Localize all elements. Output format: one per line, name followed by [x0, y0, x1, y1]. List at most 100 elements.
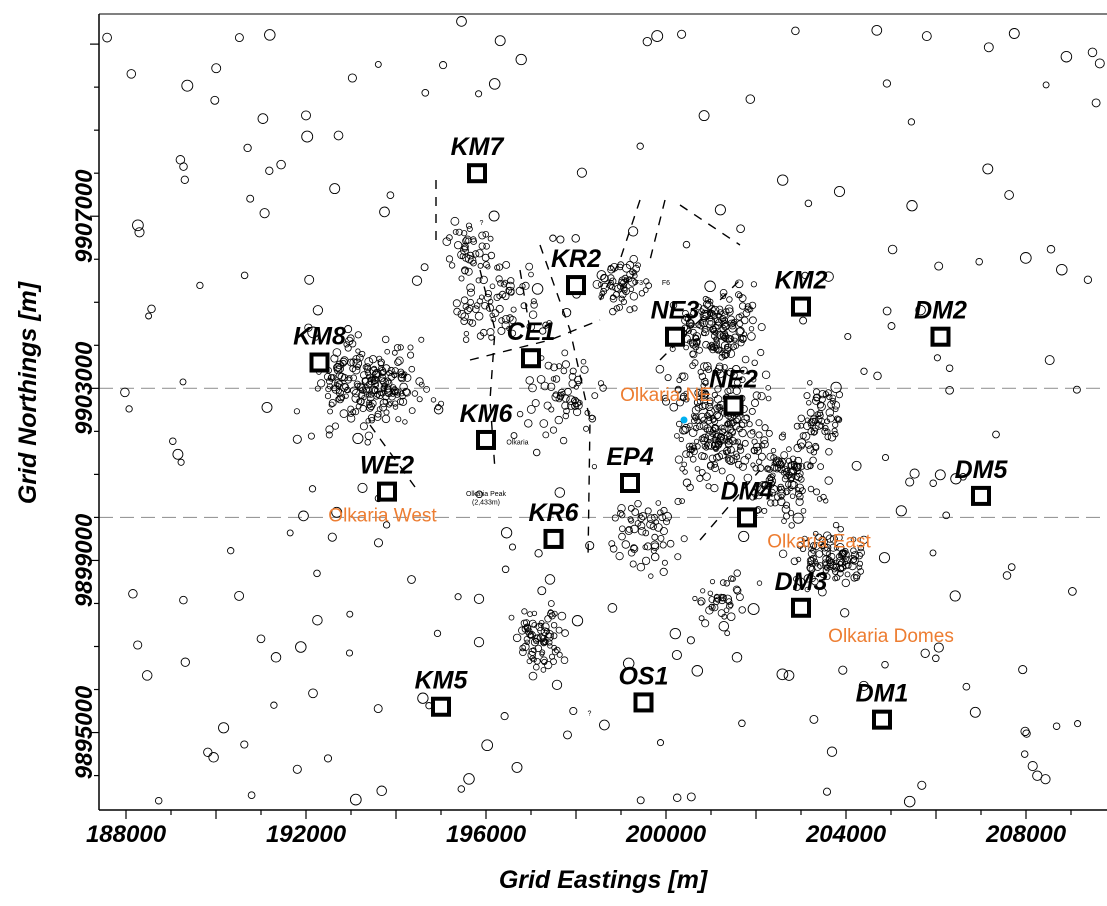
seismic-event — [839, 564, 847, 572]
seismic-event — [561, 360, 571, 369]
seismic-event — [551, 679, 563, 691]
seismic-event — [574, 401, 583, 410]
seismic-event — [825, 448, 833, 456]
station-label: OS1 — [618, 662, 668, 690]
seismic-event — [457, 250, 467, 260]
seismic-event — [651, 533, 659, 541]
seismic-event — [465, 237, 472, 244]
seismic-event — [707, 590, 713, 596]
seismic-event — [710, 442, 717, 448]
seismic-event — [840, 608, 850, 618]
fault-trace — [699, 469, 761, 541]
seismic-event — [789, 481, 799, 490]
seismic-event — [681, 423, 691, 433]
seismic-event — [203, 747, 213, 757]
seismic-event — [672, 793, 682, 803]
seismic-event — [487, 298, 494, 305]
seismic-event — [835, 416, 843, 424]
seismic-event — [1056, 263, 1068, 276]
seismic-event — [693, 398, 702, 407]
station-label: DM1 — [856, 680, 909, 708]
seismic-event — [128, 589, 138, 599]
station-marker — [791, 597, 811, 618]
seismic-event — [333, 130, 344, 141]
seismic-event — [666, 539, 675, 548]
seismic-event — [644, 507, 652, 515]
seismic-event — [179, 162, 188, 171]
seismic-event — [803, 574, 812, 583]
seismic-event — [467, 318, 474, 325]
seismic-event — [726, 370, 732, 376]
seismic-event — [770, 447, 777, 454]
seismic-event — [542, 321, 550, 329]
station-ne3: NE3 — [651, 297, 699, 347]
seismic-event — [393, 388, 401, 396]
seismic-event — [704, 297, 712, 304]
seismic-event — [722, 317, 728, 323]
seismic-event — [357, 397, 365, 406]
seismic-event — [346, 375, 353, 382]
seismic-event — [713, 395, 723, 404]
seismic-event — [761, 507, 768, 514]
seismic-event — [398, 370, 406, 379]
seismic-event — [820, 543, 827, 549]
seismic-event — [778, 494, 785, 500]
seismic-event — [783, 487, 791, 495]
seismic-event — [346, 414, 356, 423]
seismic-event — [683, 396, 690, 403]
seismic-event — [465, 222, 473, 229]
seismic-event — [585, 541, 595, 551]
seismic-event — [711, 332, 719, 340]
seismic-event — [709, 578, 716, 585]
seismic-event — [724, 630, 731, 637]
seismic-event — [1074, 720, 1082, 728]
seismic-event — [698, 452, 706, 460]
seismic-event — [519, 648, 527, 656]
seismic-event — [627, 226, 639, 237]
seismic-event — [1008, 28, 1020, 39]
seismic-event — [798, 463, 806, 470]
seismic-event — [494, 35, 506, 47]
seismic-event — [757, 323, 766, 332]
seismic-event — [561, 307, 572, 318]
station-marker — [467, 163, 487, 184]
seismic-event — [508, 614, 515, 621]
seismic-event — [733, 379, 741, 387]
seismic-event — [962, 682, 971, 691]
seismic-event — [807, 427, 815, 436]
seismic-event — [368, 355, 378, 364]
seismic-event — [482, 231, 490, 238]
seismic-event — [700, 433, 709, 442]
seismic-event — [179, 378, 187, 386]
seismic-event — [147, 304, 156, 314]
seismic-event — [417, 692, 429, 704]
seismic-event — [507, 277, 515, 285]
seismic-event — [777, 174, 789, 186]
seismic-event — [719, 331, 729, 340]
station-dm4: DM4 — [721, 477, 773, 528]
seismic-event — [650, 540, 660, 550]
seismic-event — [693, 335, 699, 342]
seismic-event — [550, 376, 557, 382]
seismic-event — [708, 596, 716, 603]
seismic-event — [351, 389, 361, 398]
station-dm5: DM5 — [955, 456, 1008, 506]
seismic-event — [701, 328, 710, 337]
seismic-event — [801, 535, 808, 542]
station-marker — [431, 696, 451, 717]
station-km2: KM2 — [775, 267, 827, 317]
seismic-event — [304, 274, 315, 285]
seismic-event — [815, 533, 823, 541]
seismic-event — [698, 468, 706, 476]
seismic-event — [832, 421, 839, 428]
seismic-event — [350, 374, 358, 382]
seismic-event — [256, 634, 266, 644]
seismic-event — [588, 414, 597, 423]
seismic-event — [648, 573, 654, 579]
seismic-event — [120, 387, 130, 398]
seismic-event — [920, 648, 930, 658]
seismic-event — [680, 425, 689, 435]
seismic-event — [495, 304, 504, 313]
seismic-event — [597, 380, 605, 387]
